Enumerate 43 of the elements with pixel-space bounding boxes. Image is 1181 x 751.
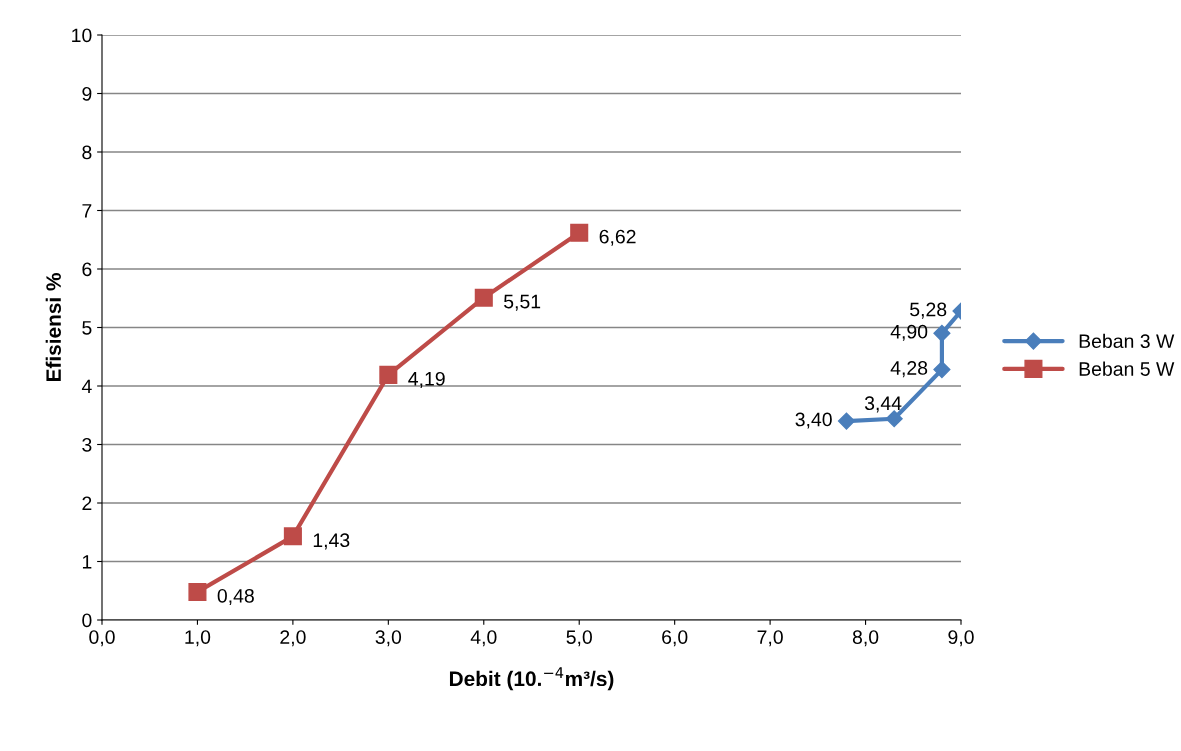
point (379, 365, 398, 384)
data-label: 6,62 (599, 229, 636, 246)
y-tick-label: 0 (82, 613, 92, 628)
x-tick-label: 7,0 (757, 630, 783, 647)
legend-label: Beban 3 W (1079, 333, 1175, 349)
x-tick-label: 0,0 (89, 630, 115, 647)
data-label: 4,19 (408, 371, 445, 388)
y-tick-label: 2 (82, 496, 92, 511)
y-tick-label: 10 (72, 28, 92, 43)
y-tick-label: 9 (82, 86, 92, 101)
x-tick-label: 1,0 (185, 630, 211, 647)
y-tick-label: 7 (82, 204, 92, 218)
data-label: 1,43 (313, 533, 350, 550)
y-tick-label: 5 (82, 321, 92, 335)
data-label: 3,40 (795, 412, 832, 429)
y-tick-label: 1 (82, 555, 92, 569)
y-tick-label: 6 (82, 262, 92, 277)
x-tick-label: 6,0 (662, 630, 688, 647)
x-axis-title: Debit (10.$^{−4}$m³/s) (449, 667, 614, 691)
data-label: 5,51 (504, 294, 541, 311)
data-label: 4,28 (890, 361, 928, 378)
x-tick-label: 4,0 (470, 630, 497, 647)
legend-label: Beban 5 W (1079, 361, 1175, 376)
x-tick-label: 5,0 (566, 630, 592, 647)
x-tick-label: 3,0 (375, 630, 402, 647)
data-label: 3,44 (864, 396, 902, 413)
x-tick-label: 9,0 (948, 630, 974, 647)
y-tick-label: 8 (82, 145, 92, 160)
point (188, 582, 207, 601)
point (933, 361, 951, 379)
point (570, 223, 589, 242)
y-tick-label: 4 (81, 379, 92, 394)
x-tick-label: 2,0 (280, 630, 306, 647)
y-axis-title: Efisiensi % (45, 273, 61, 382)
x-tick-label: 8,0 (852, 630, 879, 647)
point (283, 527, 302, 546)
point (837, 412, 856, 430)
y-tick-label: 3 (82, 437, 92, 452)
point (933, 324, 951, 342)
data-label: 0,48 (217, 588, 254, 605)
data-label: 4,90 (890, 324, 928, 341)
data-label: 5,28 (910, 302, 947, 319)
point (474, 288, 493, 307)
